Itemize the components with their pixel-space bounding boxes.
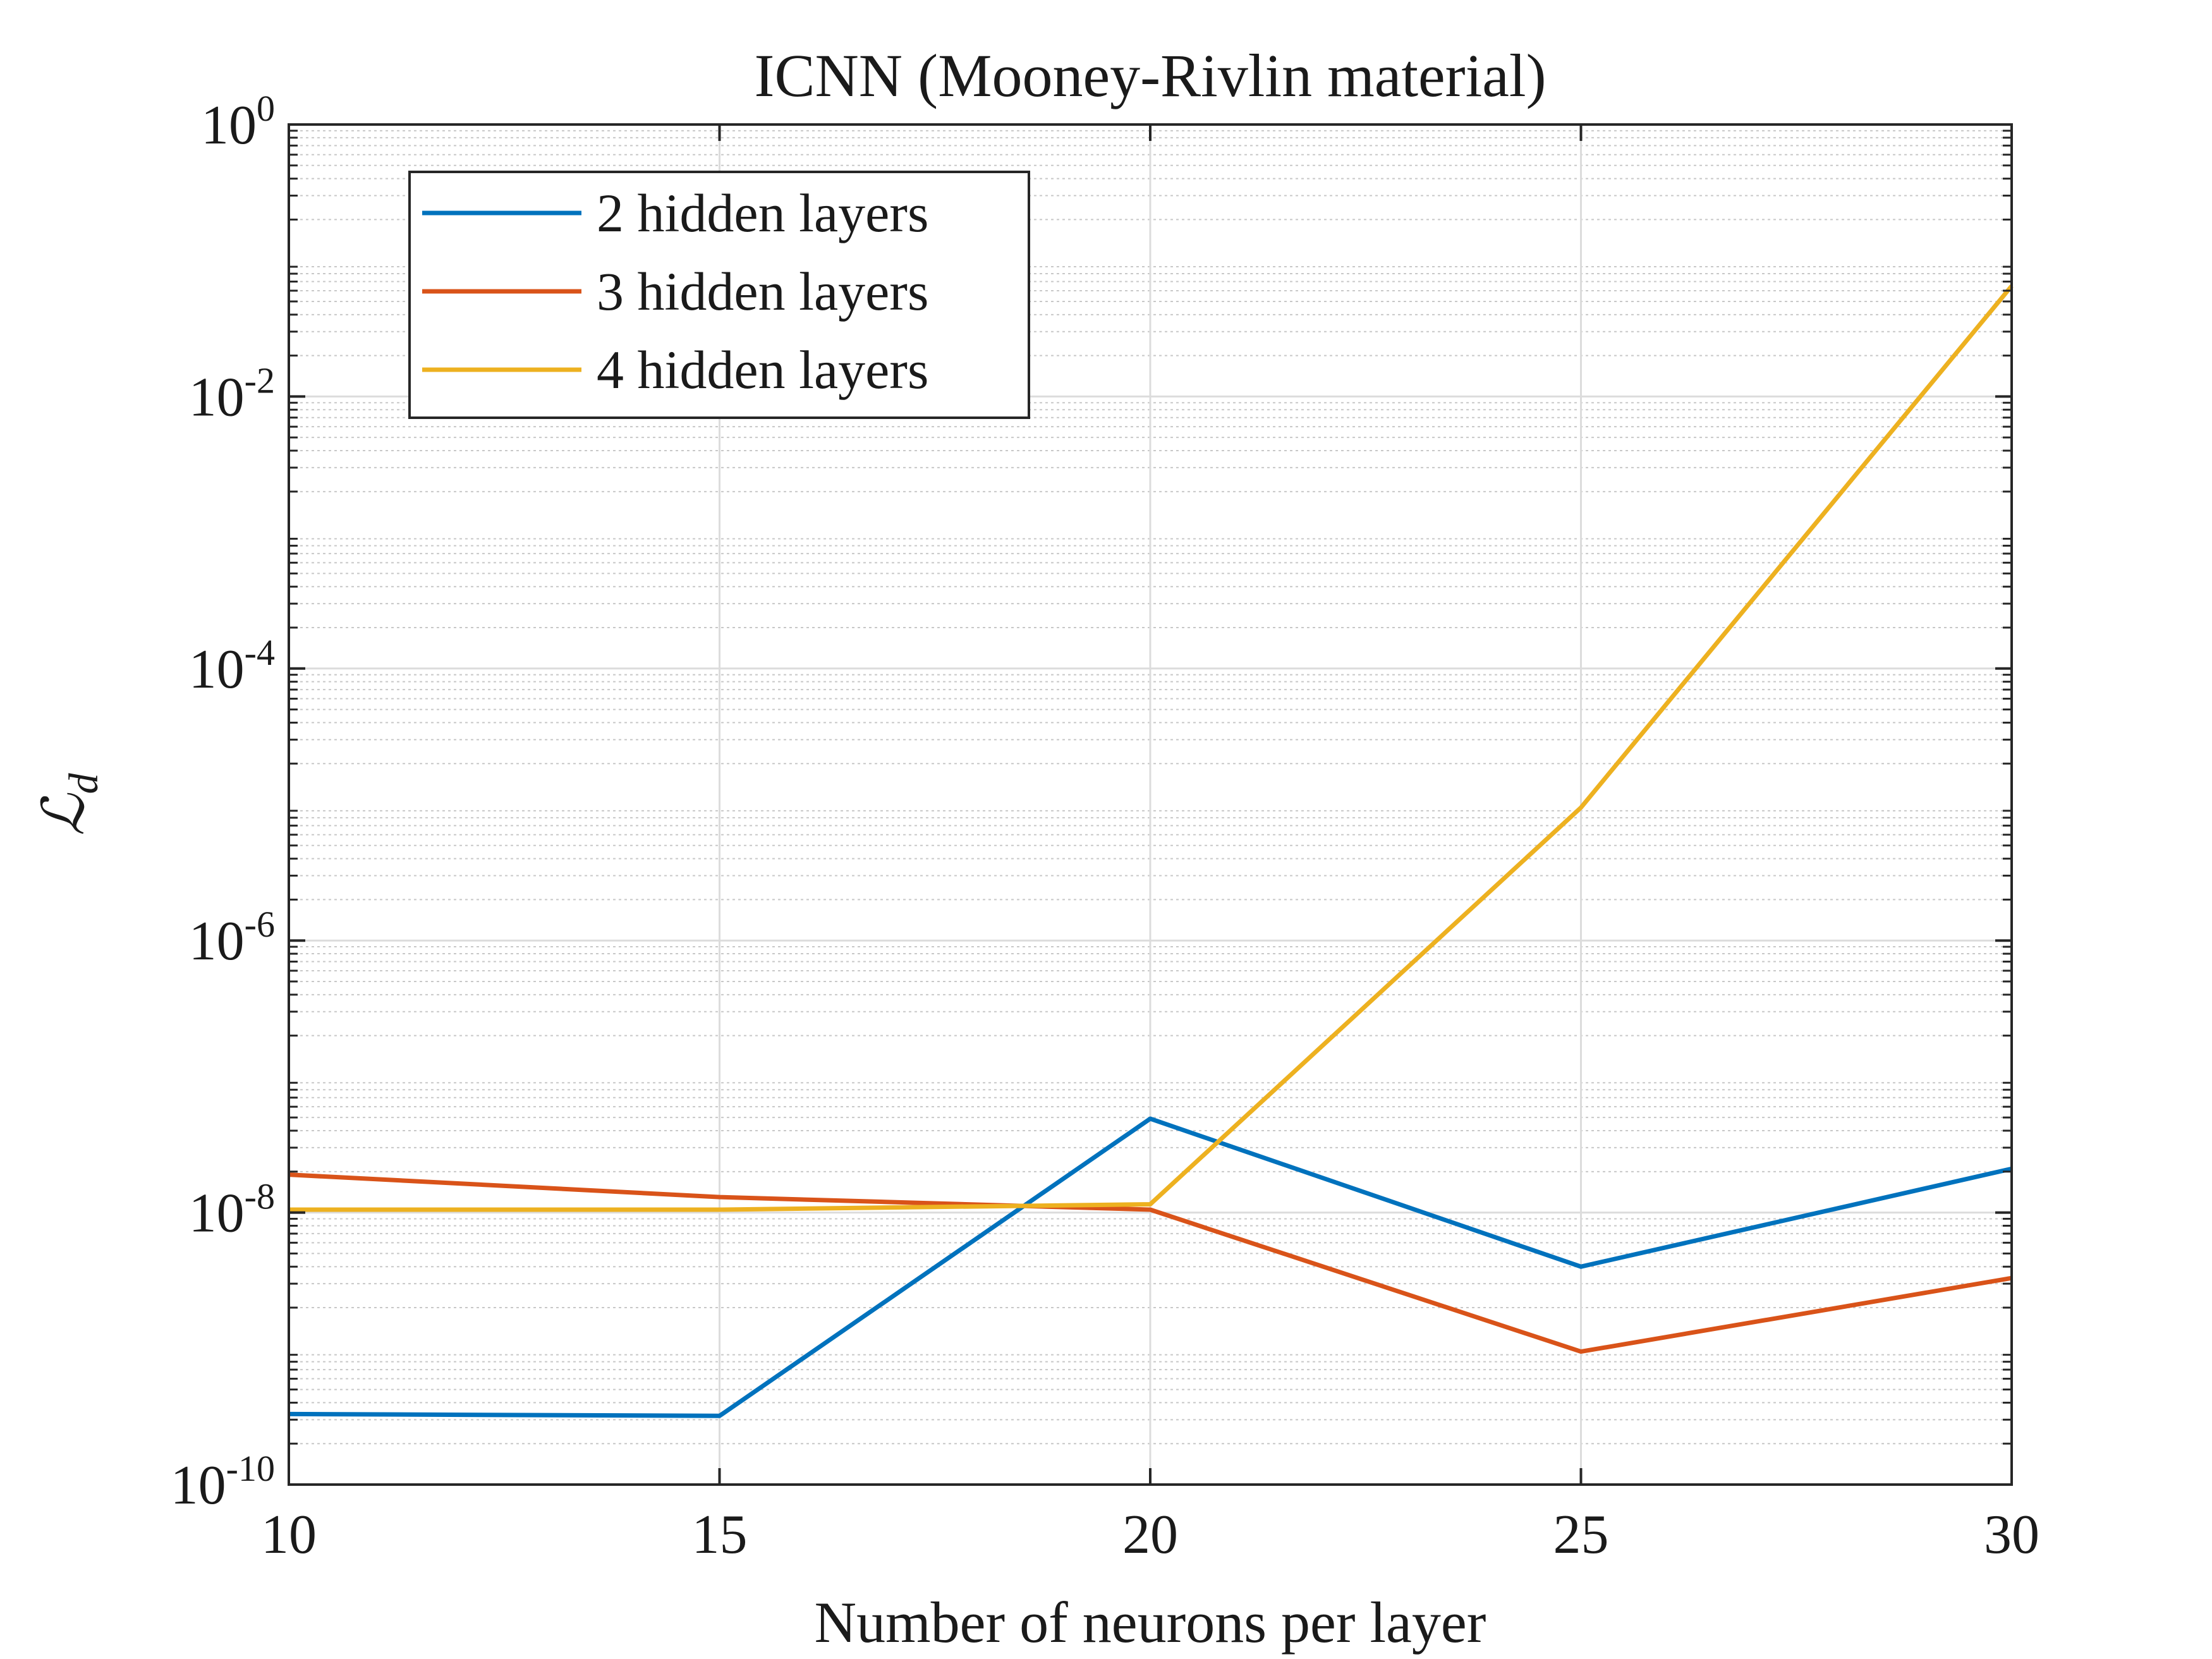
- y-tick-base: 10: [189, 639, 245, 700]
- y-tick-label: 10-2: [189, 360, 275, 428]
- y-tick-exponent: -8: [245, 1176, 275, 1217]
- y-axis-label-subscript: d: [61, 772, 107, 794]
- y-axis-label: ℒd: [32, 772, 107, 836]
- y-tick-exponent: 0: [257, 88, 275, 129]
- x-tick-label: 30: [1984, 1504, 2039, 1565]
- y-tick-label: 10-6: [189, 904, 275, 972]
- x-axis-label: Number of neurons per layer: [815, 1590, 1486, 1655]
- series-line-3-hidden-layers: [288, 1172, 2012, 1354]
- x-tick-labels: 10 15 20 25 30: [261, 1504, 2039, 1565]
- legend-label: 2 hidden layers: [597, 183, 928, 243]
- y-tick-exponent: -4: [245, 632, 275, 673]
- chart-title: ICNN (Mooney-Rivlin material): [754, 42, 1546, 109]
- y-tick-base: 10: [189, 367, 245, 428]
- legend-label: 4 hidden layers: [597, 339, 928, 400]
- legend-label: 3 hidden layers: [597, 261, 928, 322]
- y-tick-base: 10: [171, 1455, 226, 1516]
- y-tick-exponent: -2: [245, 360, 275, 401]
- y-tick-label: 10-8: [189, 1176, 275, 1244]
- series-line-4-hidden-layers: [289, 284, 2014, 1212]
- legend: 2 hidden layers 3 hidden layers 4 hidden l…: [408, 171, 1030, 419]
- y-tick-label: 100: [201, 88, 275, 156]
- axis-ticks: [288, 123, 2013, 1486]
- y-axis-label-main: ℒ: [32, 793, 96, 836]
- y-tick-label: 10-4: [189, 632, 275, 700]
- x-tick-label: 20: [1122, 1504, 1178, 1565]
- series-lines: [288, 284, 2014, 1418]
- x-tick-label: 25: [1553, 1504, 1609, 1565]
- y-tick-base: 10: [189, 1183, 245, 1244]
- y-tick-base: 10: [189, 911, 245, 972]
- y-tick-base: 10: [201, 95, 257, 156]
- y-tick-exponent: -10: [226, 1448, 275, 1489]
- y-tick-exponent: -6: [245, 904, 275, 945]
- x-tick-label: 10: [261, 1504, 317, 1565]
- x-tick-label: 15: [692, 1504, 748, 1565]
- y-tick-label: 10-10: [171, 1448, 275, 1516]
- series-line-2-hidden-layers: [288, 1116, 2012, 1418]
